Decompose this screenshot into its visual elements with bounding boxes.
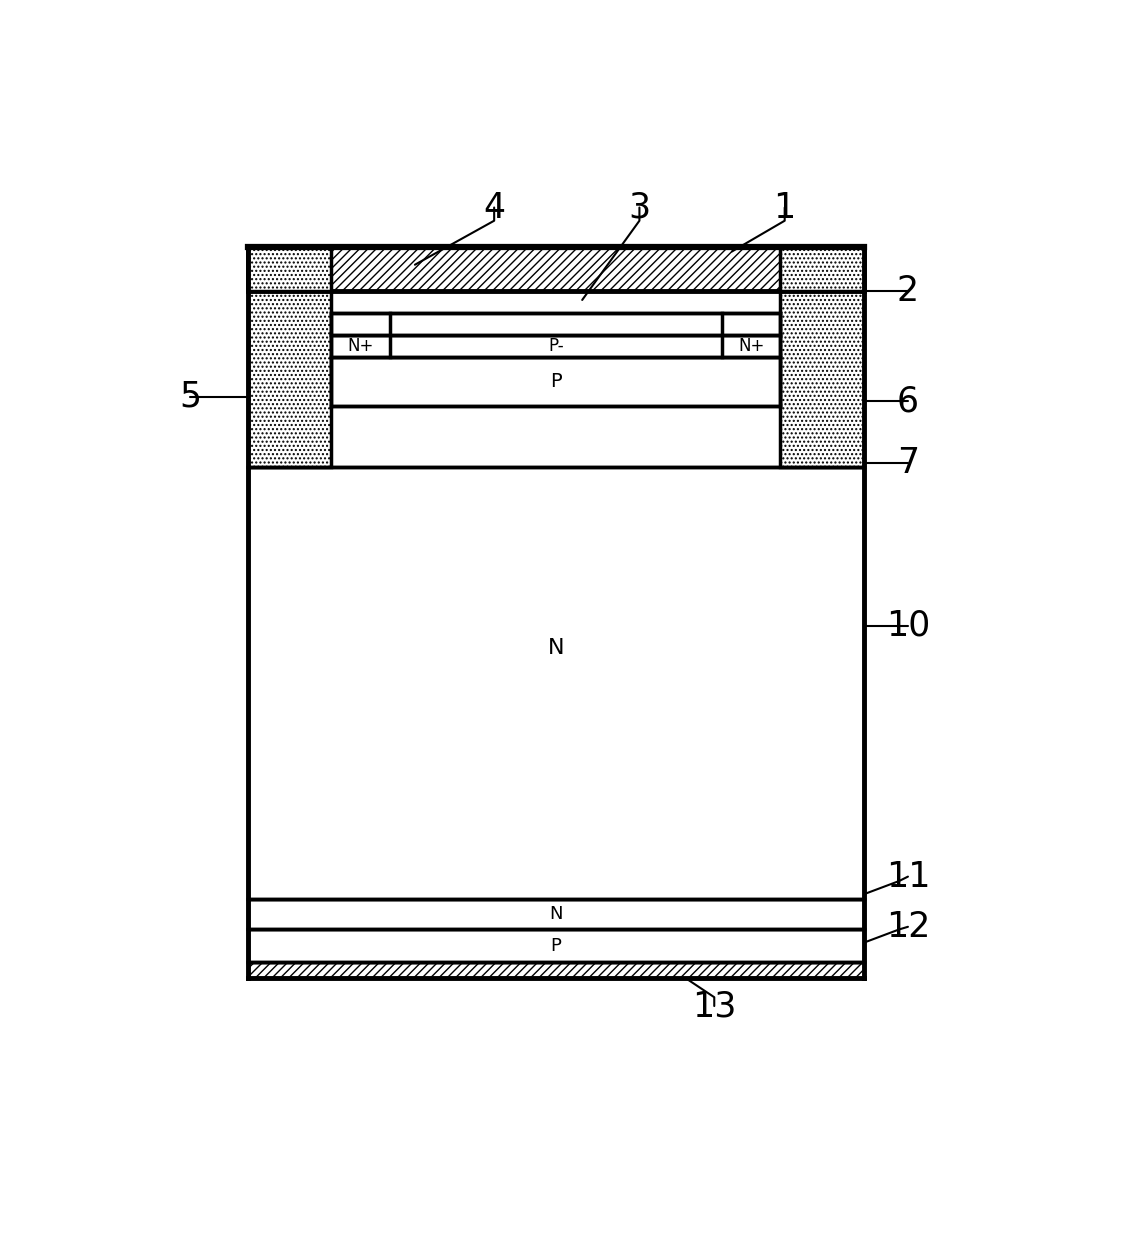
Text: 3: 3: [628, 191, 651, 224]
Text: P-: P-: [548, 337, 563, 356]
Bar: [248, 929, 864, 961]
Bar: [248, 961, 864, 978]
Text: 2: 2: [897, 274, 919, 309]
Text: 6: 6: [897, 384, 919, 419]
Text: 13: 13: [692, 989, 736, 1023]
Text: N+: N+: [348, 337, 374, 356]
Bar: [332, 357, 780, 405]
Text: P: P: [550, 372, 561, 390]
Bar: [248, 467, 864, 898]
Text: 11: 11: [886, 860, 930, 893]
Text: 7: 7: [897, 446, 919, 479]
Bar: [248, 247, 864, 291]
Bar: [780, 247, 863, 291]
Text: P: P: [550, 937, 561, 955]
Bar: [780, 247, 863, 467]
Text: N: N: [548, 638, 565, 658]
Text: 10: 10: [886, 608, 930, 643]
Bar: [332, 313, 780, 336]
Text: 4: 4: [483, 191, 506, 224]
Text: 12: 12: [886, 909, 930, 944]
Bar: [248, 247, 332, 291]
Text: 1: 1: [774, 191, 796, 224]
Bar: [332, 336, 780, 357]
Bar: [248, 247, 332, 467]
Text: N+: N+: [738, 337, 765, 356]
Bar: [248, 898, 864, 929]
Text: 5: 5: [179, 380, 201, 414]
Text: N: N: [549, 904, 562, 923]
